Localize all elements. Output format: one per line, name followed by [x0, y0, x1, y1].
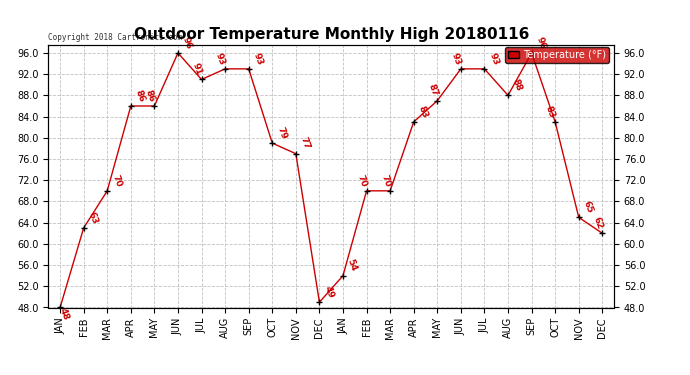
Text: 96: 96: [181, 35, 193, 50]
Text: 62: 62: [591, 216, 604, 231]
Text: 79: 79: [275, 125, 288, 140]
Text: 93: 93: [251, 51, 264, 66]
Text: 70: 70: [379, 173, 392, 188]
Title: Outdoor Temperature Monthly High 20180116: Outdoor Temperature Monthly High 2018011…: [133, 27, 529, 42]
Text: 83: 83: [544, 104, 557, 119]
Text: 86: 86: [144, 88, 156, 103]
Text: 93: 93: [450, 51, 462, 66]
Text: 88: 88: [511, 78, 524, 93]
Text: 93: 93: [487, 51, 500, 66]
Text: 63: 63: [86, 210, 99, 225]
Legend: Temperature (°F): Temperature (°F): [505, 47, 609, 63]
Text: 96: 96: [534, 35, 547, 50]
Text: 70: 70: [355, 173, 368, 188]
Text: 48: 48: [57, 306, 70, 321]
Text: 93: 93: [214, 51, 227, 66]
Text: Copyright 2018 Cartronics.com: Copyright 2018 Cartronics.com: [48, 33, 182, 42]
Text: 87: 87: [426, 83, 439, 98]
Text: 86: 86: [134, 88, 146, 103]
Text: 49: 49: [322, 284, 335, 299]
Text: 70: 70: [110, 173, 123, 188]
Text: 65: 65: [582, 200, 594, 214]
Text: 83: 83: [417, 104, 429, 119]
Text: 54: 54: [346, 258, 359, 273]
Text: 91: 91: [190, 62, 203, 77]
Text: 77: 77: [299, 136, 311, 151]
